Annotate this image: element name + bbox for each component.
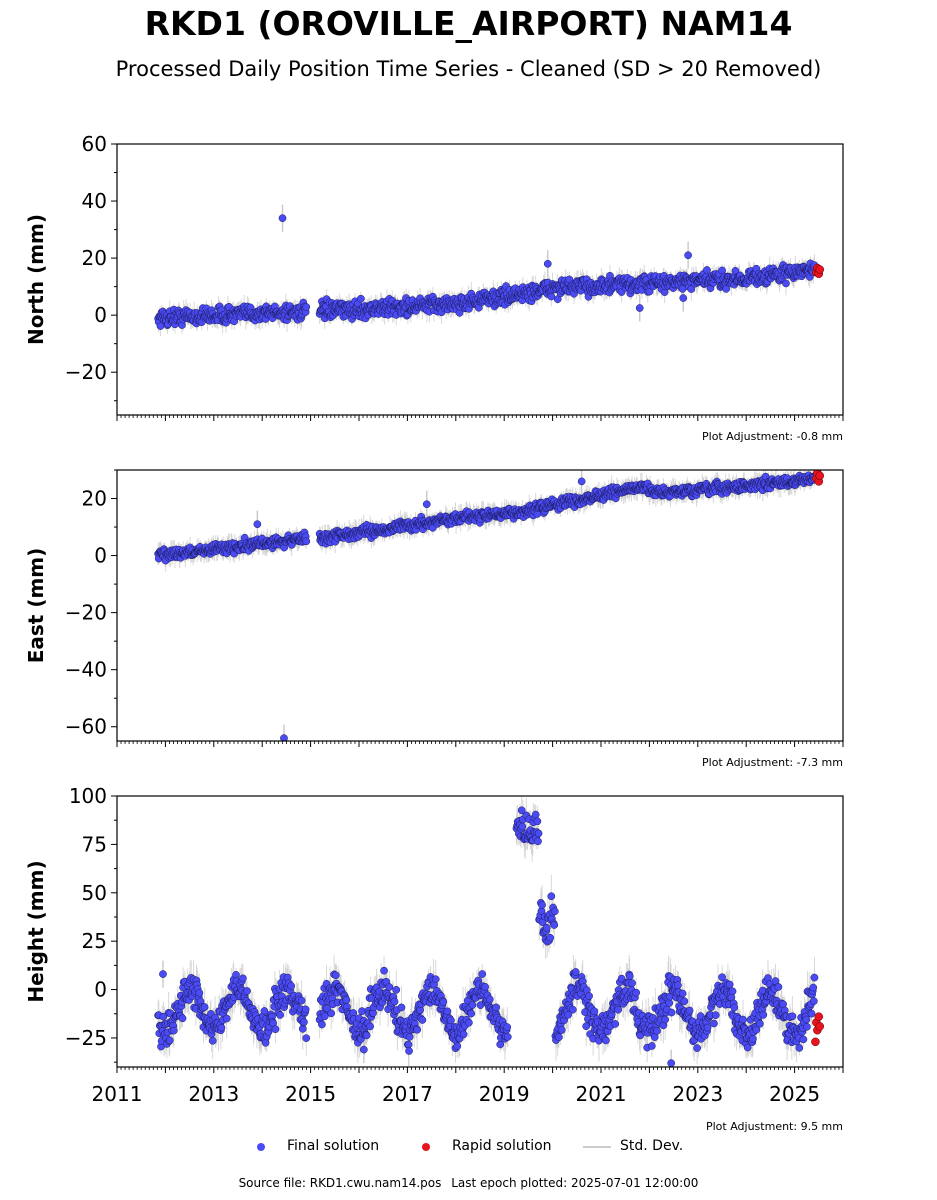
final-point-outlier [422,500,431,509]
y-tick-label: −60 [65,715,107,739]
rapid-point [815,265,825,274]
final-point [782,279,790,288]
final-point [302,537,311,546]
final-point-outlier [280,734,288,741]
y-axis: −60 −40 −20 0 20 [65,469,117,739]
final-point [703,266,711,274]
x-axis [116,741,844,747]
final-solution-points [154,471,819,741]
rapid-point [815,471,825,480]
y-tick-label: 20 [82,246,107,270]
rapid-solution-points [812,470,825,486]
final-solution-points [154,214,819,330]
y-tick-label: −20 [65,360,107,384]
final-point [722,285,731,293]
y-tick-label: −20 [65,601,107,625]
final-point-outlier [543,259,552,268]
data-layer [154,204,825,337]
y-axis-label: North (mm) [24,214,48,345]
y-tick-label: 0 [94,544,107,568]
final-point-outlier [684,251,692,260]
y-tick-label: −40 [65,658,107,682]
final-point-outlier [278,214,287,223]
final-point [678,285,687,293]
plot-adjustment: Plot Adjustment: -7.3 mm [702,756,843,769]
final-point [687,285,696,293]
final-point [547,292,556,301]
data-layer [154,470,825,741]
y-tick-label: 0 [94,303,107,327]
final-point [302,303,311,311]
final-point [356,294,365,303]
y-tick-label: 40 [82,189,107,213]
chart-title: RKD1 (OROVILLE_AIRPORT) NAM14 [144,4,793,43]
x-axis [116,415,844,421]
final-point [156,322,165,330]
y-tick-label: 20 [82,487,107,511]
data-layer [154,796,825,1067]
final-point-outlier [679,294,688,302]
final-point-outlier [253,520,262,529]
rapid-solution-points [812,263,825,279]
chart-subtitle: Processed Daily Position Time Series - C… [115,57,822,81]
y-axis-label: East (mm) [24,548,48,664]
panel-north: −20 0 20 40 60 North (mm) Plot Adjustment: -0.… [24,132,844,443]
y-tick-label: 60 [82,132,107,156]
y-axis: −20 0 20 40 60 [65,132,117,402]
final-point-outlier [577,477,586,486]
final-point-outlier [635,304,644,312]
panel-east: −60 −40 −20 0 20 East (mm) Plot Adjustment: -7… [24,469,844,769]
plot-adjustment: Plot Adjustment: -0.8 mm [702,430,843,443]
